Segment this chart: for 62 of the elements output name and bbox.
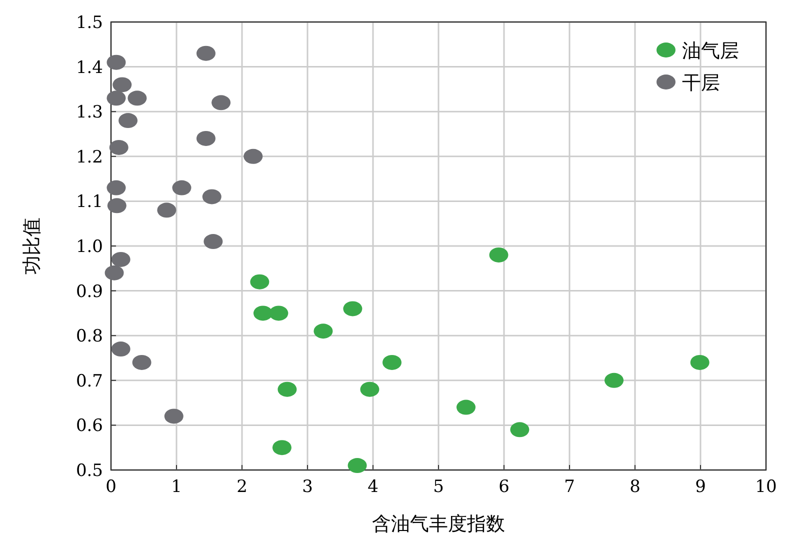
y-tick-label: 0.7 xyxy=(76,371,103,392)
y-tick-label: 1.1 xyxy=(76,192,103,212)
y-tick-label: 1.4 xyxy=(76,58,103,78)
point xyxy=(250,274,270,290)
point xyxy=(111,252,130,267)
point xyxy=(157,202,176,218)
x-tick-label: 6 xyxy=(498,477,510,497)
x-axis-title: 含油气丰度指数 xyxy=(372,513,505,535)
legend-label: 油气层 xyxy=(682,40,739,62)
y-tick-label: 1.0 xyxy=(76,237,103,257)
y-tick-label: 1.5 xyxy=(76,13,103,33)
x-tick-label: 0 xyxy=(106,477,116,497)
x-tick-label: 7 xyxy=(564,477,575,497)
point xyxy=(690,354,710,370)
legend-label: 干层 xyxy=(682,72,720,94)
point xyxy=(269,306,288,321)
y-tick-label: 0.6 xyxy=(76,416,103,436)
point xyxy=(196,130,216,146)
point xyxy=(109,140,128,155)
point xyxy=(456,400,476,415)
point xyxy=(382,354,402,370)
y-tick-label: 0.5 xyxy=(76,461,103,481)
x-tick-label: 9 xyxy=(695,477,706,497)
point xyxy=(510,422,530,438)
x-tick-label: 8 xyxy=(630,477,640,497)
point xyxy=(360,382,380,397)
point xyxy=(132,354,152,370)
point xyxy=(272,440,292,456)
point xyxy=(107,198,126,214)
point xyxy=(112,77,132,92)
y-axis-title: 功比值 xyxy=(21,218,43,274)
point xyxy=(164,408,184,424)
point xyxy=(244,148,263,164)
point xyxy=(104,265,124,280)
point xyxy=(118,113,138,128)
point xyxy=(196,46,216,61)
point xyxy=(278,382,297,397)
point xyxy=(202,189,222,204)
x-tick-label: 2 xyxy=(236,477,248,497)
point xyxy=(106,90,126,106)
x-tick-label: 4 xyxy=(368,477,378,497)
y-tick-label: 1.2 xyxy=(76,147,103,168)
point xyxy=(128,90,147,106)
point xyxy=(343,301,362,316)
point xyxy=(106,180,126,196)
point xyxy=(253,306,272,321)
y-tick-label: 0.8 xyxy=(76,326,103,347)
y-tick-label: 0.9 xyxy=(76,282,103,302)
y-tick-label: 1.3 xyxy=(76,102,103,123)
point xyxy=(172,180,192,196)
point xyxy=(204,234,223,250)
x-tick-label: 1 xyxy=(171,477,182,497)
x-tick-label: 3 xyxy=(302,477,313,497)
x-tick-label: 10 xyxy=(755,477,777,497)
point xyxy=(604,372,624,388)
x-tick-label: 5 xyxy=(433,477,444,497)
point xyxy=(111,342,130,357)
point xyxy=(489,247,508,262)
point xyxy=(314,324,333,339)
point xyxy=(212,95,231,110)
point xyxy=(106,54,126,70)
point xyxy=(348,458,367,474)
